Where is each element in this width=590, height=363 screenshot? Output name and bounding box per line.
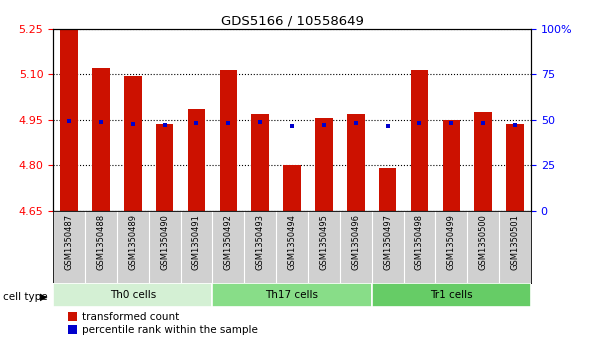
Bar [442, 120, 460, 211]
Text: GSM1350497: GSM1350497 [383, 214, 392, 270]
Bar [156, 125, 173, 211]
Bar [474, 112, 492, 211]
Text: GSM1350499: GSM1350499 [447, 214, 456, 270]
Title: GDS5166 / 10558649: GDS5166 / 10558649 [221, 15, 363, 28]
Text: Th17 cells: Th17 cells [266, 290, 319, 300]
Bar [60, 30, 78, 211]
Bar [379, 168, 396, 211]
Bar [283, 165, 301, 211]
Bar [347, 114, 365, 211]
Text: GSM1350496: GSM1350496 [351, 214, 360, 270]
Text: GSM1350491: GSM1350491 [192, 214, 201, 270]
Text: Th0 cells: Th0 cells [110, 290, 156, 300]
Bar [188, 109, 205, 211]
Text: Tr1 cells: Tr1 cells [430, 290, 473, 300]
Text: GSM1350488: GSM1350488 [96, 214, 106, 270]
Text: GSM1350489: GSM1350489 [128, 214, 137, 270]
Bar [212, 283, 372, 307]
Bar [506, 124, 524, 211]
Text: ▶: ▶ [40, 291, 47, 302]
Bar [251, 114, 269, 211]
Bar [315, 118, 333, 211]
Text: GSM1350493: GSM1350493 [255, 214, 265, 270]
Text: GSM1350494: GSM1350494 [287, 214, 297, 270]
Bar [219, 70, 237, 211]
Text: GSM1350490: GSM1350490 [160, 214, 169, 270]
Text: cell type: cell type [3, 291, 48, 302]
Bar [411, 70, 428, 211]
Text: GSM1350500: GSM1350500 [478, 214, 488, 270]
Legend: transformed count, percentile rank within the sample: transformed count, percentile rank withi… [68, 312, 258, 335]
Bar [53, 283, 212, 307]
Text: GSM1350495: GSM1350495 [319, 214, 329, 270]
Text: GSM1350498: GSM1350498 [415, 214, 424, 270]
Text: GSM1350501: GSM1350501 [510, 214, 520, 270]
Text: GSM1350492: GSM1350492 [224, 214, 233, 270]
Bar [92, 68, 110, 211]
Text: GSM1350487: GSM1350487 [64, 214, 74, 270]
Bar [124, 76, 142, 211]
Bar [372, 283, 531, 307]
